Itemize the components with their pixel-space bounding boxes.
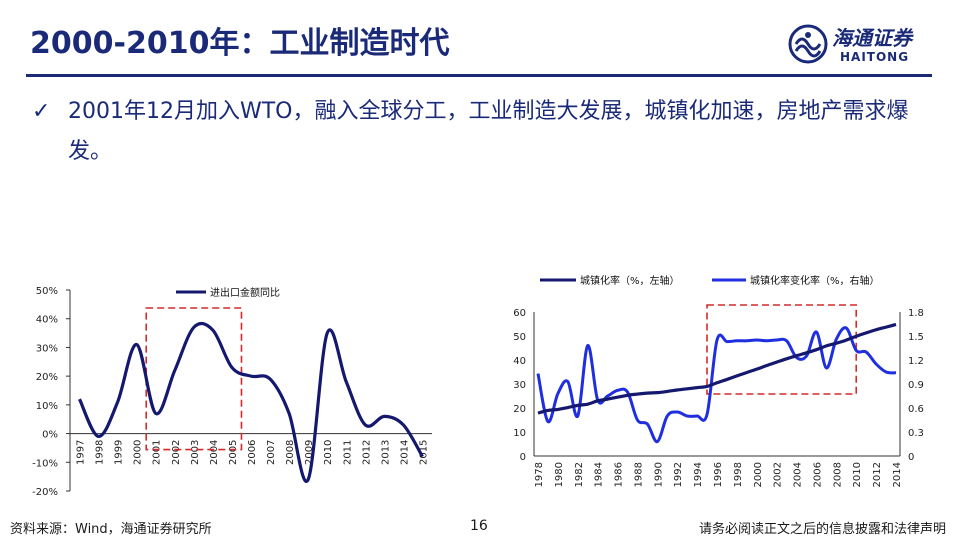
x-tick-label: 2010 (323, 440, 334, 465)
bullet-text: 2001年12月加入WTO，融入全球分工，工业制造大发展，城镇化加速，房地产需求… (68, 99, 909, 164)
page-number: 16 (470, 518, 488, 534)
x-tick-label: 1990 (653, 462, 664, 487)
logo-chinese-name: 海通证券 (832, 26, 912, 50)
x-tick-label: 1994 (693, 462, 704, 487)
x-tick-label: 2000 (133, 440, 144, 465)
left-y-tick-label: 20 (513, 404, 526, 415)
x-tick-label: 2001 (152, 440, 163, 465)
series-line-urbanization-change (536, 326, 897, 444)
series-line-trade-growth (78, 321, 424, 483)
x-tick-label: 1998 (95, 440, 106, 465)
trade-growth-chart: 50% 40% 30% 20% 10% 0% -10% -20% 1997 1998 1999 200… (32, 286, 432, 498)
right-y-tick-label: 0.3 (908, 428, 924, 439)
page-title: 2000-2010年：工业制造时代 (30, 26, 450, 61)
x-tick-label: 2014 (892, 462, 903, 487)
x-tick-label: 2003 (190, 440, 201, 465)
x-tick-label: 1992 (673, 462, 684, 487)
right-y-tick-label: 0.9 (908, 380, 924, 391)
x-tick-label: 2015 (418, 440, 429, 465)
x-tick-label: 1998 (733, 462, 744, 487)
x-tick-label: 2005 (228, 440, 239, 465)
left-y-tick-label: 40 (513, 356, 526, 367)
y-tick-label: 50% (36, 286, 58, 297)
haitong-emblem-icon (788, 24, 828, 64)
y-tick-label: 40% (36, 315, 58, 326)
x-tick-label: 2006 (247, 440, 258, 465)
x-tick-label: 2002 (171, 440, 182, 465)
right-y-tick-label: 1.5 (908, 332, 924, 343)
x-tick-label: 2012 (361, 440, 372, 465)
x-tick-label: 2000 (753, 462, 764, 487)
x-tick-label: 1999 (114, 440, 125, 465)
checkmark-icon: ✓ (32, 99, 51, 124)
x-tick-label: 1988 (633, 462, 644, 487)
x-tick-label: 2002 (773, 462, 784, 487)
x-tick-label: 2008 (285, 440, 296, 465)
right-y-tick-label: 0 (908, 452, 914, 463)
x-tick-label: 1980 (554, 462, 565, 487)
legend-label-change: 城镇化率变化率（%，右轴） (750, 274, 880, 287)
x-tick-label: 2012 (872, 462, 883, 487)
series-line-urbanization-rate (537, 322, 897, 415)
y-tick-label: 30% (36, 343, 58, 354)
x-tick-label: 1982 (574, 462, 585, 487)
x-tick-label: 2014 (399, 440, 410, 465)
right-y-tick-label: 1.2 (908, 356, 924, 367)
x-tick-label: 1996 (713, 462, 724, 487)
left-y-tick-label: 50 (513, 332, 526, 343)
x-tick-label: 1986 (614, 462, 625, 487)
title-divider (26, 74, 932, 77)
y-tick-label: -10% (32, 458, 58, 469)
x-tick-label: 2004 (209, 440, 220, 465)
x-tick-label: 2010 (852, 462, 863, 487)
x-tick-label: 1997 (76, 440, 87, 465)
y-tick-label: -20% (32, 487, 58, 498)
legend-label-rate: 城镇化率（%，左轴） (580, 274, 680, 287)
x-tick-label: 1984 (594, 462, 605, 487)
x-tick-label: 2008 (832, 462, 843, 487)
haitong-logo: 海通证券 HAITONG (788, 22, 938, 68)
footer-source: 资料来源：Wind，海通证券研究所 (10, 522, 212, 537)
x-tick-label: 2007 (266, 440, 277, 465)
x-tick-label: 2004 (793, 462, 804, 487)
y-tick-label: 10% (36, 401, 58, 412)
left-y-tick-label: 10 (513, 428, 526, 439)
logo-english-name: HAITONG (840, 50, 910, 64)
x-tick-label: 2013 (380, 440, 391, 465)
left-y-tick-label: 30 (513, 380, 526, 391)
left-y-tick-label: 60 (513, 308, 526, 319)
x-tick-label: 2011 (342, 440, 353, 465)
x-tick-label: 2006 (812, 462, 823, 487)
y-tick-label: 0% (42, 430, 58, 441)
right-y-tick-label: 1.8 (908, 308, 924, 319)
x-tick-label: 1978 (534, 462, 545, 487)
legend-label: 进出口金额同比 (210, 286, 280, 299)
left-y-tick-label: 0 (520, 452, 526, 463)
x-tick-label: 2009 (304, 440, 315, 465)
footer-disclaimer: 请务必阅读正文之后的信息披露和法律声明 (698, 522, 946, 537)
y-tick-label: 20% (36, 372, 58, 383)
right-y-tick-label: 0.6 (908, 404, 924, 415)
